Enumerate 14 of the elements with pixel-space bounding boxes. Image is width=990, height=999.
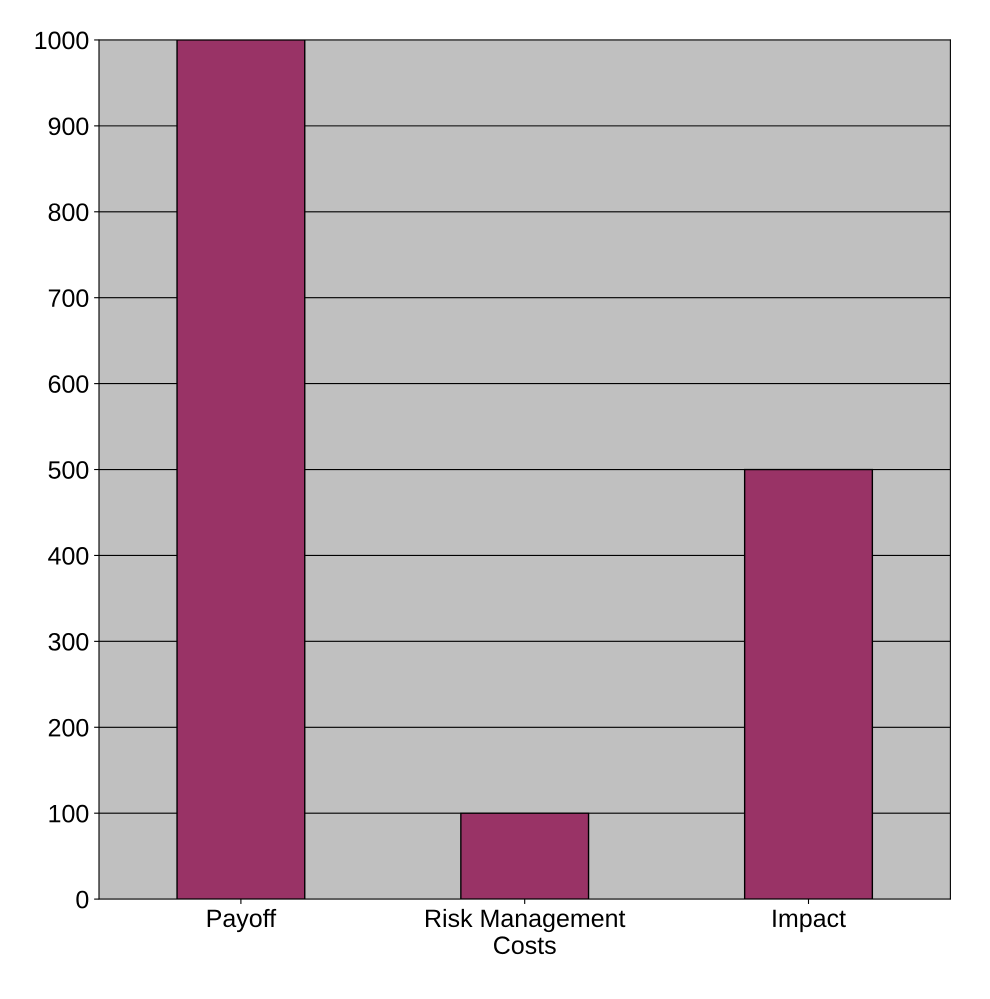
x-tick-label: Risk Management Costs <box>426 908 626 954</box>
x-tick-label: Payoff <box>208 908 276 932</box>
y-tick-label: 0 <box>76 890 88 908</box>
y-tick-label: 400 <box>48 547 88 565</box>
y-tick-label: 500 <box>48 461 88 479</box>
y-tick-label: 800 <box>48 203 88 222</box>
y-tick-label: 600 <box>48 375 88 393</box>
y-tick-label: 1000 <box>36 32 88 50</box>
y-tick-label: 300 <box>48 632 88 651</box>
y-tick-label: 700 <box>48 289 88 308</box>
y-tick-label: 100 <box>49 804 88 822</box>
x-tick-label: Impact <box>773 910 846 932</box>
y-tick-label: 900 <box>48 117 88 136</box>
y-tick-label: 200 <box>48 718 88 737</box>
